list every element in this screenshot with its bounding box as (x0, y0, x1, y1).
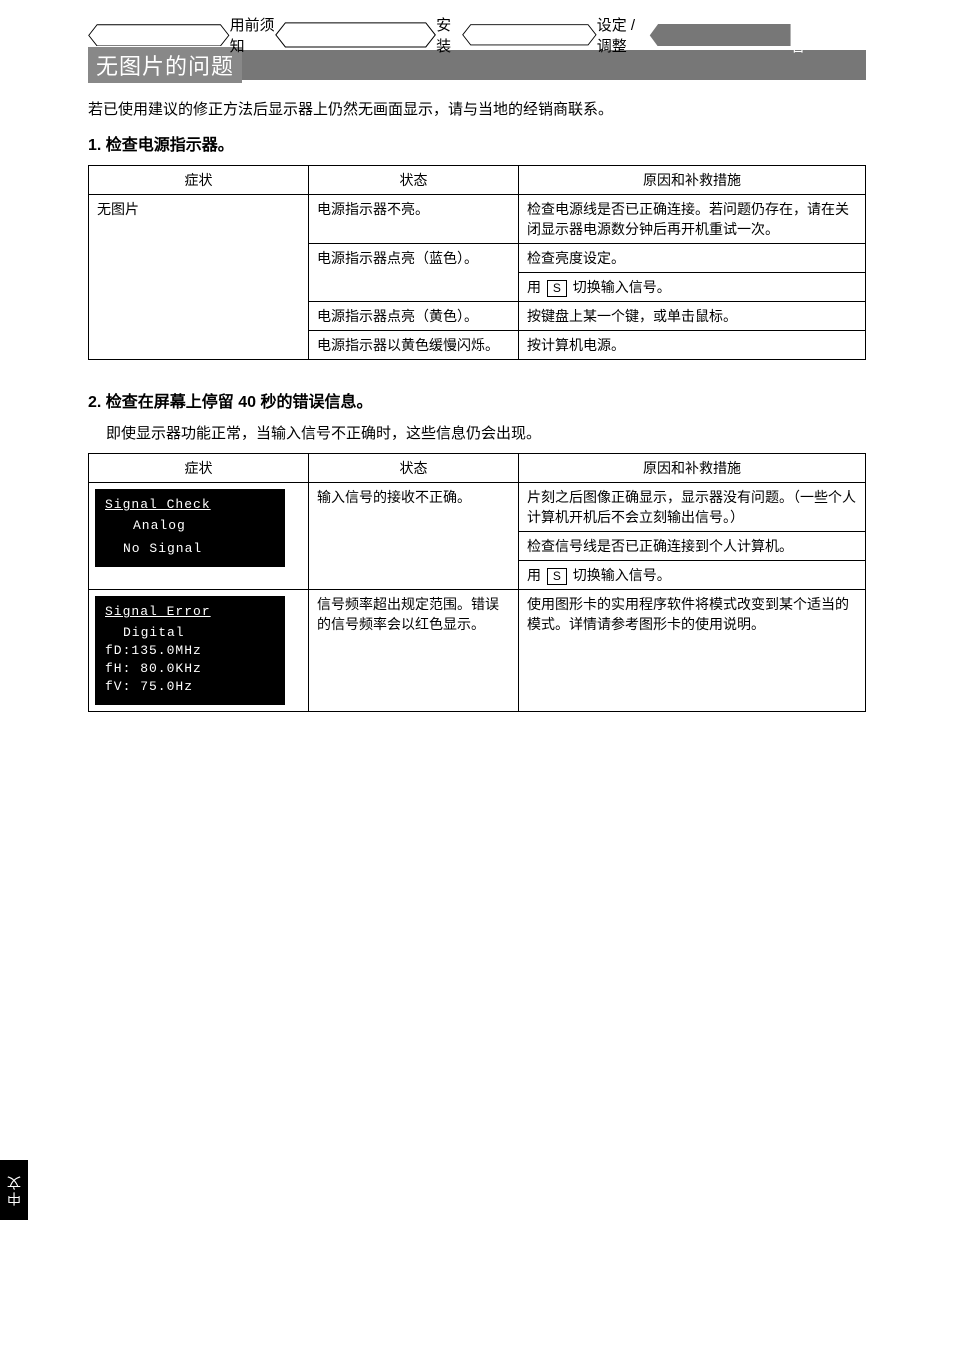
t1-r3-post: 切换输入信号。 (569, 279, 671, 295)
tab-label: 设定 / 调整 (597, 14, 649, 56)
screen1-title: Signal Check (105, 497, 275, 512)
side-tab-label: 中文 (4, 1174, 24, 1206)
screen1-l2: No Signal (105, 541, 275, 556)
t2-screen1: Signal Check Analog No Signal (89, 483, 309, 590)
tab-settings[interactable]: 设定 / 调整 (462, 20, 649, 50)
tab-label: 安装 (436, 14, 462, 56)
t1-r3-pre: 用 (527, 279, 545, 295)
col-symptom: 症状 (89, 166, 309, 195)
col-symptom: 症状 (89, 454, 309, 483)
t1-r1-status: 电源指示器不亮。 (309, 195, 519, 244)
t2-r2-status: 信号频率超出规定范围。错误的信号频率会以红色显示。 (309, 590, 519, 712)
t1-r5-status: 电源指示器以黄色缓慢闪烁。 (309, 331, 519, 360)
t1-symptom: 无图片 (89, 195, 309, 360)
screen2-l4: fV: 75.0Hz (105, 679, 275, 694)
screen-signal-check: Signal Check Analog No Signal (95, 489, 285, 567)
table-2: 症状 状态 原因和补救措施 Signal Check Analog No Sig… (88, 453, 866, 712)
tab-precautions[interactable]: 用前须知 (88, 20, 275, 50)
t2-r1b-remedy: 检查信号线是否已正确连接到个人计算机。 (519, 532, 866, 561)
intro-text: 若已使用建议的修正方法后显示器上仍然无画面显示，请与当地的经销商联系。 (88, 98, 866, 119)
heading-2: 2. 检查在屏幕上停留 40 秒的错误信息。 (88, 388, 866, 412)
t2-r1c-post: 切换输入信号。 (569, 567, 671, 583)
t2-screen2: Signal Error Digital fD:135.0MHz fH: 80.… (89, 590, 309, 712)
screen2-l3: fH: 80.0KHz (105, 661, 275, 676)
sub-2: 即使显示器功能正常，当输入信号不正确时，这些信息仍会出现。 (106, 422, 866, 443)
t2-r1c-remedy: 用 S 切换输入信号。 (519, 561, 866, 590)
col-remedy: 原因和补救措施 (519, 454, 866, 483)
t2-r1-status: 输入信号的接收不正确。 (309, 483, 519, 590)
t2-r1c-pre: 用 (527, 567, 545, 583)
t2-r1a-remedy: 片刻之后图像正确显示，显示器没有问题。（一些个人计算机开机后不会立刻输出信号。） (519, 483, 866, 532)
tab-label: 疑难解答 (791, 14, 836, 56)
screen2-title: Signal Error (105, 604, 275, 619)
key-s-icon: S (547, 280, 567, 297)
tab-install[interactable]: 安装 (275, 20, 462, 50)
t1-r2-status: 电源指示器点亮（蓝色）。 (309, 244, 519, 302)
t1-r1-remedy: 检查电源线是否已正确连接。若问题仍存在，请在关闭显示器电源数分钟后再开机重试一次… (519, 195, 866, 244)
col-status: 状态 (309, 166, 519, 195)
col-remedy: 原因和补救措施 (519, 166, 866, 195)
tab-bar: 用前须知 安装 设定 / 调整 疑难解答 (88, 20, 866, 50)
t1-r4-remedy: 按键盘上某一个键，或单击鼠标。 (519, 302, 866, 331)
screen2-l1: Digital (105, 625, 275, 640)
table-1: 症状 状态 原因和补救措施 无图片 电源指示器不亮。 检查电源线是否已正确连接。… (88, 165, 866, 360)
t1-r4-status: 电源指示器点亮（黄色）。 (309, 302, 519, 331)
screen-signal-error: Signal Error Digital fD:135.0MHz fH: 80.… (95, 596, 285, 705)
t1-r2-remedy: 检查亮度设定。 (519, 244, 866, 273)
screen2-l2: fD:135.0MHz (105, 643, 275, 658)
heading-1: 1. 检查电源指示器。 (88, 131, 866, 155)
t2-r2-remedy: 使用图形卡的实用程序软件将模式改变到某个适当的模式。详情请参考图形卡的使用说明。 (519, 590, 866, 712)
side-language-tab[interactable]: 中文 (0, 1160, 28, 1220)
col-status: 状态 (309, 454, 519, 483)
section-title: 无图片的问题 (88, 47, 242, 83)
t1-r3-remedy: 用 S 切换输入信号。 (519, 273, 866, 302)
t1-r5-remedy: 按计算机电源。 (519, 331, 866, 360)
section-title-bar: 无图片的问题 (88, 50, 866, 80)
screen1-l1: Analog (105, 518, 275, 533)
tab-troubleshoot[interactable]: 疑难解答 (649, 20, 836, 50)
tab-label: 用前须知 (230, 14, 275, 56)
key-s-icon: S (547, 568, 567, 585)
